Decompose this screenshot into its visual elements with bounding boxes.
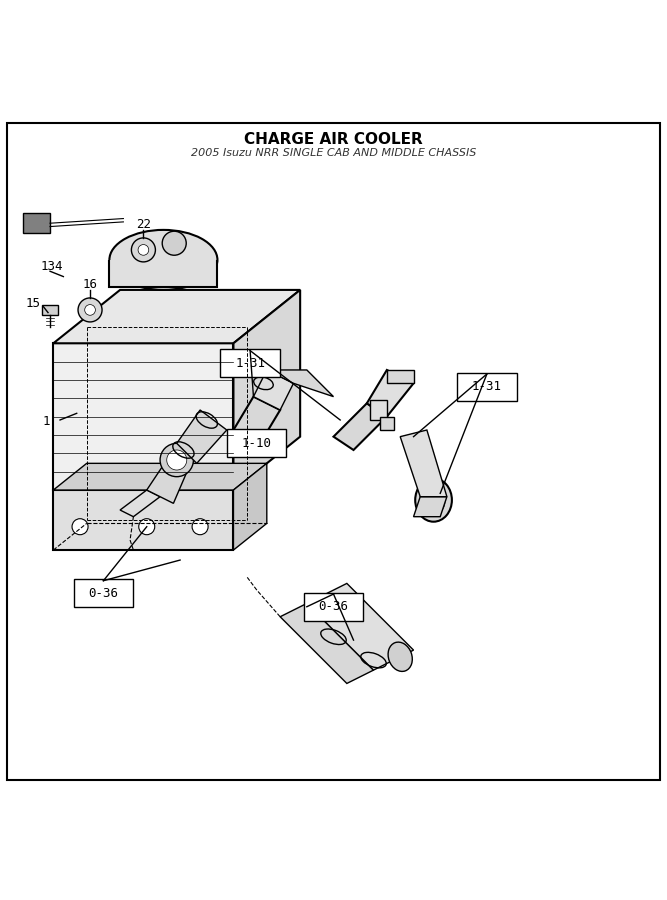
Polygon shape [414,497,447,517]
Polygon shape [177,410,227,464]
Polygon shape [233,464,267,550]
Polygon shape [387,370,414,383]
Polygon shape [267,370,334,397]
Polygon shape [233,290,300,490]
Text: 0-36: 0-36 [319,600,348,613]
Polygon shape [53,290,300,343]
FancyBboxPatch shape [380,417,394,430]
Text: 22: 22 [136,218,151,231]
Ellipse shape [109,230,217,290]
Polygon shape [334,403,387,450]
Polygon shape [53,464,267,490]
FancyBboxPatch shape [458,373,516,400]
Text: 1: 1 [43,415,51,428]
Text: 1-31: 1-31 [235,356,265,370]
Text: 2005 Isuzu NRR SINGLE CAB AND MIDDLE CHASSIS: 2005 Isuzu NRR SINGLE CAB AND MIDDLE CHA… [191,148,476,158]
Polygon shape [147,450,193,503]
Circle shape [192,518,208,535]
Text: 134: 134 [41,260,63,273]
Text: 1-10: 1-10 [242,436,271,450]
FancyBboxPatch shape [42,304,58,315]
Circle shape [138,245,149,256]
Circle shape [139,518,155,535]
Polygon shape [253,370,293,410]
Polygon shape [280,603,374,683]
Polygon shape [367,370,414,417]
FancyBboxPatch shape [227,429,287,457]
Text: 15: 15 [26,297,41,310]
Polygon shape [307,583,414,670]
FancyBboxPatch shape [304,593,363,621]
Ellipse shape [388,642,412,671]
Polygon shape [233,397,280,444]
Circle shape [72,518,88,535]
Circle shape [85,304,95,315]
Circle shape [78,298,102,322]
FancyBboxPatch shape [23,213,50,233]
Text: 0-36: 0-36 [89,587,118,600]
FancyBboxPatch shape [73,580,133,608]
FancyBboxPatch shape [370,400,387,420]
Text: 1-31: 1-31 [472,380,502,393]
Polygon shape [400,430,447,497]
Circle shape [160,444,193,477]
FancyBboxPatch shape [220,349,280,377]
Circle shape [167,450,187,470]
Polygon shape [109,260,217,286]
Circle shape [162,231,186,256]
Text: 16: 16 [83,278,97,291]
Ellipse shape [422,485,446,515]
Ellipse shape [415,478,452,522]
Polygon shape [120,490,160,517]
FancyBboxPatch shape [53,490,233,550]
Circle shape [131,238,155,262]
FancyBboxPatch shape [53,343,233,490]
Text: CHARGE AIR COOLER: CHARGE AIR COOLER [244,132,423,148]
